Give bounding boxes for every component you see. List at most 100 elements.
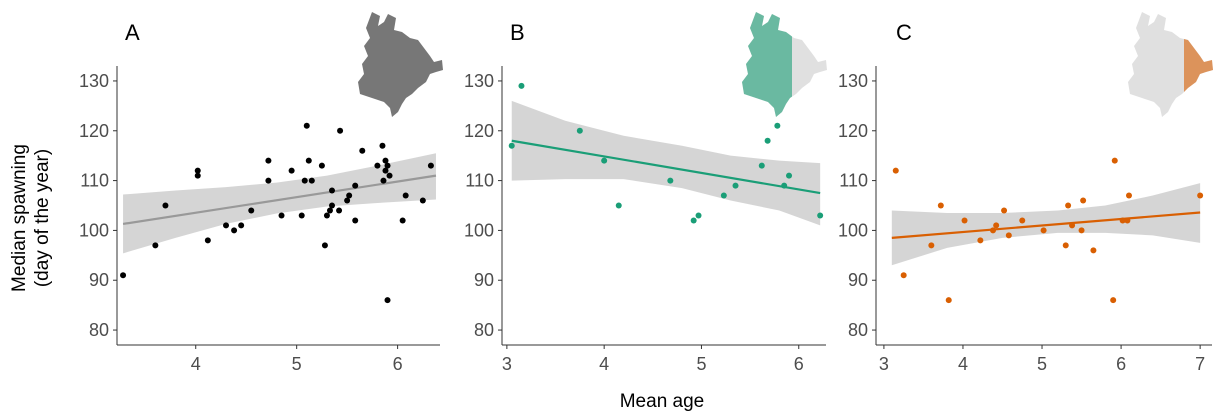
x-tick-label: 4 [958, 354, 968, 374]
region-map-icon [358, 12, 443, 117]
data-point [732, 182, 739, 189]
data-point [615, 202, 622, 209]
data-point [194, 167, 201, 174]
data-point [690, 217, 697, 224]
data-point [265, 157, 272, 164]
y-tick-label: 130 [838, 71, 868, 91]
region-map-highlight [1184, 39, 1213, 92]
region-map-highlight [742, 12, 792, 117]
data-point [1111, 157, 1118, 164]
data-point [1197, 192, 1204, 199]
data-point [328, 187, 335, 194]
region-map-icon [1128, 12, 1213, 117]
x-tick-label: 5 [292, 354, 302, 374]
panel-label: C [896, 20, 912, 45]
data-point [758, 162, 765, 169]
data-point [576, 127, 583, 134]
confidence-band [511, 100, 821, 226]
x-tick-label: 3 [879, 354, 889, 374]
x-tick-label: 3 [502, 354, 512, 374]
data-point [1001, 207, 1008, 214]
region-map-icon [742, 12, 827, 117]
data-point [120, 272, 127, 279]
panel-b: B 80 90 100 110 120 130 3 4 5 6 [464, 12, 827, 374]
x-tick-label: 4 [599, 354, 609, 374]
data-point [667, 177, 674, 184]
data-point [1110, 297, 1117, 304]
data-point [900, 272, 907, 279]
x-axis-title: Mean age [620, 391, 705, 412]
y-tick-label: 110 [839, 171, 868, 191]
data-point [248, 207, 255, 214]
data-point [1125, 192, 1132, 199]
trend-line [891, 211, 1201, 239]
data-point [695, 212, 702, 219]
y-tick-label: 110 [465, 171, 494, 191]
x-tick-label: 5 [696, 354, 706, 374]
y-tick-label: 90 [474, 270, 494, 290]
panel-a: A 80 90 100 110 120 130 4 5 6 [79, 12, 443, 374]
data-point [238, 222, 245, 229]
y-tick-label: 90 [848, 270, 868, 290]
data-point [374, 162, 381, 169]
data-point [937, 202, 944, 209]
confidence-band [123, 153, 436, 254]
y-axis-title-line1: Median spawning [9, 144, 30, 292]
data-point [1065, 202, 1072, 209]
panel-label: B [510, 20, 525, 45]
data-point [786, 172, 793, 179]
trend-line [122, 174, 437, 226]
data-point [194, 172, 201, 179]
y-tick-label: 80 [848, 320, 868, 340]
x-tick-label: 6 [393, 354, 403, 374]
x-tick-label: 4 [191, 354, 201, 374]
data-point [1124, 217, 1131, 224]
data-point [204, 237, 211, 244]
data-point [337, 127, 344, 134]
data-point [382, 167, 389, 174]
data-point [945, 297, 952, 304]
data-point [379, 142, 386, 149]
region-map-shape [358, 12, 443, 117]
panel-c: C 80 90 100 110 120 130 3 4 5 6 7 [838, 12, 1213, 374]
data-point [308, 177, 315, 184]
y-tick-label: 110 [80, 171, 109, 191]
data-point [346, 192, 353, 199]
data-point [288, 167, 295, 174]
data-point [1080, 197, 1087, 204]
data-point [1119, 217, 1126, 224]
data-point [508, 142, 515, 149]
y-tick-label: 80 [89, 320, 109, 340]
data-point [301, 177, 308, 184]
data-point [1040, 227, 1047, 234]
data-point [399, 217, 406, 224]
panel-label: A [125, 20, 140, 45]
data-point [386, 172, 393, 179]
data-point [892, 167, 899, 174]
data-point [764, 137, 771, 144]
data-point [326, 207, 333, 214]
data-point [303, 122, 310, 129]
data-point [152, 242, 159, 249]
data-point [352, 217, 359, 224]
x-tick-label: 7 [1195, 354, 1205, 374]
data-point [380, 177, 387, 184]
x-tick-label: 6 [1116, 354, 1126, 374]
data-point [318, 162, 325, 169]
data-point [382, 157, 389, 164]
y-tick-label: 100 [464, 220, 494, 240]
data-point [1019, 217, 1026, 224]
y-tick-label: 100 [79, 220, 109, 240]
data-point [344, 197, 351, 204]
data-point [781, 182, 788, 189]
x-tick-label: 6 [794, 354, 804, 374]
data-point [384, 297, 391, 304]
data-point [518, 82, 525, 89]
data-point [1062, 242, 1069, 249]
data-point [328, 202, 335, 209]
data-point [1069, 222, 1076, 229]
data-point [231, 227, 238, 234]
y-axis-title-line2: (day of the year) [32, 149, 53, 287]
trend-line [511, 139, 821, 195]
x-tick-label: 5 [1037, 354, 1047, 374]
